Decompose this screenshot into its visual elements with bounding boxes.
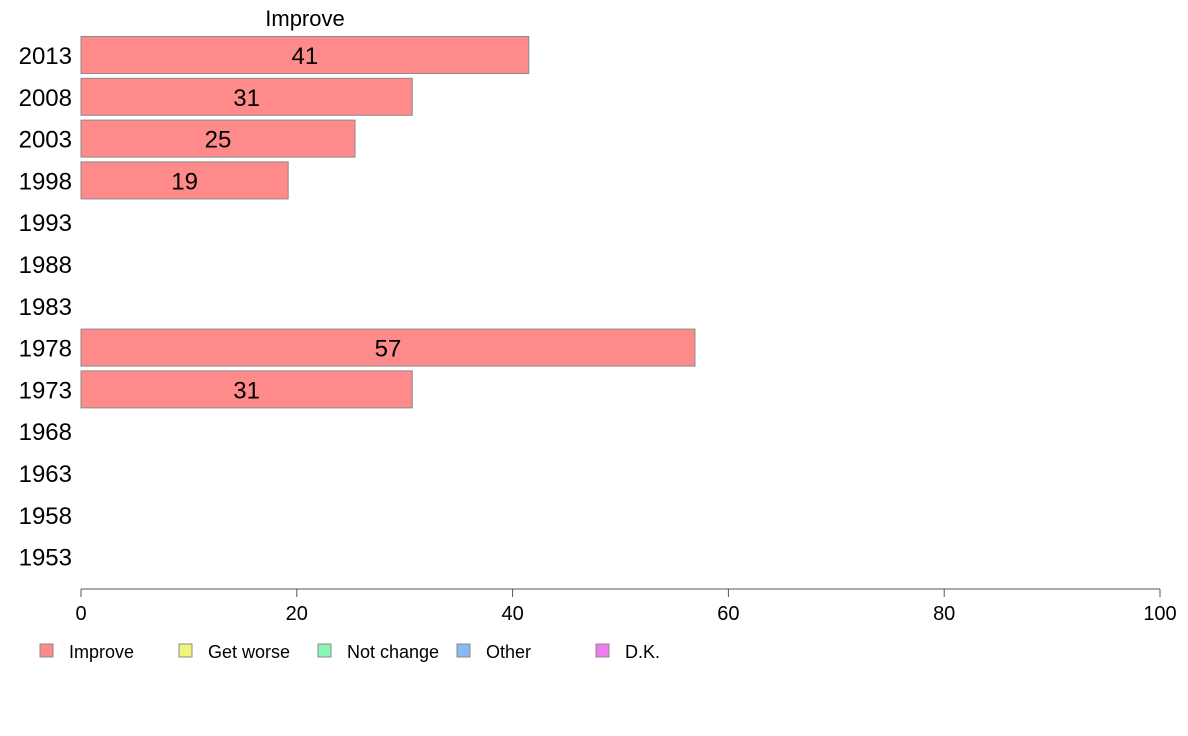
x-tick-label-80: 80	[933, 603, 955, 625]
category-label-1968: 1968	[19, 419, 72, 446]
category-label-2013: 2013	[19, 43, 72, 70]
category-label-1963: 1963	[19, 461, 72, 488]
bar-1973	[80, 370, 413, 409]
legend-label-improve: Improve	[69, 642, 134, 662]
category-labels: 2013 2008 2003 1998 1993 1988 1983 1978 1973 1968…	[19, 43, 72, 572]
category-label-1988: 1988	[19, 252, 72, 279]
legend-label-d-k: D.K.	[625, 642, 660, 662]
legend-swatch-get-worse	[178, 643, 193, 658]
data-label-2008: 31	[233, 85, 260, 112]
legend: Improve Get worse Not change Other D.K.	[39, 642, 660, 662]
legend-label-not-change: Not change	[347, 642, 439, 662]
data-label-1978: 57	[375, 336, 402, 363]
category-label-1978: 1978	[19, 336, 72, 363]
bars	[80, 36, 696, 409]
category-label-1983: 1983	[19, 294, 72, 321]
data-label-1998: 19	[171, 168, 198, 195]
chart-title: Improve	[265, 6, 344, 31]
category-label-2008: 2008	[19, 85, 72, 112]
legend-label-other: Other	[486, 642, 531, 662]
legend-swatch-other	[456, 643, 471, 658]
x-tick-label-40: 40	[501, 603, 523, 625]
category-label-1958: 1958	[19, 503, 72, 530]
category-label-1953: 1953	[19, 545, 72, 572]
data-label-2013: 41	[292, 43, 319, 70]
bar-2003	[80, 119, 356, 158]
x-tick-label-60: 60	[717, 603, 739, 625]
data-label-1973: 31	[233, 377, 260, 404]
category-label-1973: 1973	[19, 377, 72, 404]
legend-swatch-not-change	[317, 643, 332, 658]
bar-1978	[80, 328, 696, 367]
data-label-2003: 25	[205, 127, 232, 154]
bar-1998	[80, 161, 289, 200]
legend-swatch-improve	[39, 643, 54, 658]
legend-swatch-d-k	[595, 643, 610, 658]
x-axis: 0 20 40 60 80 100	[75, 588, 1177, 625]
x-tick-label-20: 20	[286, 603, 308, 625]
category-label-1998: 1998	[19, 168, 72, 195]
bar-2013	[80, 36, 530, 74]
bar-2008	[80, 77, 413, 116]
category-label-2003: 2003	[19, 127, 72, 154]
x-tick-label-0: 0	[75, 603, 86, 625]
legend-label-get-worse: Get worse	[208, 642, 290, 662]
category-label-1993: 1993	[19, 210, 72, 237]
x-tick-label-100: 100	[1143, 603, 1176, 625]
